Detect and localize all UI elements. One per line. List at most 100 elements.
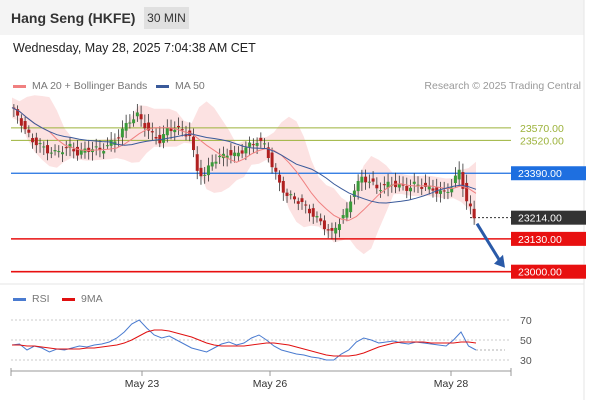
bollinger-bands (12, 95, 476, 255)
rsi-panel: 70 50 30 (11, 315, 532, 367)
candle-body (397, 183, 401, 188)
candle-body (38, 143, 42, 145)
candle-body (270, 152, 274, 168)
candle-body (105, 145, 109, 147)
legend-ma20: MA 20 + Bollinger Bands (13, 80, 147, 92)
candle-body (225, 155, 229, 158)
level-label-23570-00: 23570.00 (520, 123, 564, 135)
candle-body (251, 144, 255, 146)
time-tick-label: May 28 (434, 378, 469, 390)
candle-body (94, 146, 98, 148)
forecast-arrow (475, 222, 505, 268)
rsi-swatch (13, 297, 26, 301)
candle-body (177, 125, 181, 128)
candle-body (266, 147, 270, 159)
level-tag-23130-00 (511, 231, 586, 246)
candle-body (240, 150, 244, 154)
candle-body (360, 176, 364, 183)
candle-body (311, 208, 315, 217)
candle-body (72, 149, 76, 152)
legend-rsi-ma-label: 9MA (81, 293, 103, 305)
candle-body (117, 137, 121, 139)
forecast-arrow-head (494, 254, 505, 268)
candle-body (53, 150, 57, 152)
candle-body (162, 134, 166, 143)
candle-body (263, 143, 267, 145)
candle-body (386, 181, 390, 188)
candle-body (472, 208, 476, 219)
candle-body (27, 129, 31, 133)
candle-body (135, 112, 139, 117)
candle-body (229, 150, 233, 156)
candle-body (158, 134, 162, 144)
candle-body (349, 201, 353, 213)
ma50-line (11, 107, 477, 204)
candle-body (382, 184, 386, 186)
copyright-text: Research © 2025 Trading Central (424, 80, 581, 92)
candle-body (102, 151, 106, 154)
legend-rsi: RSI (13, 293, 50, 305)
candle-body (371, 178, 375, 182)
candle-body (218, 155, 222, 158)
legend-rsi-ma: 9MA (62, 293, 103, 305)
candle-body (293, 196, 297, 200)
time-tick-label: May 26 (253, 378, 288, 390)
candle-body (203, 174, 207, 176)
candle-body (457, 169, 461, 180)
candle-body (150, 131, 154, 133)
candle-body (195, 154, 199, 171)
level-label-23130-00: 23130.00 (518, 234, 562, 246)
candle-body (341, 215, 345, 219)
legend-ma20-label: MA 20 + Bollinger Bands (32, 80, 148, 92)
candle-body (356, 180, 360, 192)
candle-body (420, 187, 424, 189)
candle-body (255, 143, 259, 146)
candle-body (468, 203, 472, 207)
candle-body (281, 180, 285, 193)
candle-body (401, 184, 405, 186)
candle-body (307, 208, 311, 214)
candle-body (233, 152, 237, 157)
candle-body (34, 137, 38, 146)
candle-body (322, 220, 326, 230)
rsi-tick-70: 70 (520, 315, 532, 327)
candle-body (412, 181, 416, 184)
candle-body (450, 187, 454, 193)
level-label-23520-00: 23520.00 (520, 135, 564, 147)
candle-body (61, 152, 65, 155)
candle-body (180, 129, 184, 131)
forecast-arrow-shaft (475, 222, 503, 264)
candle-body (236, 152, 240, 157)
candle-body (337, 224, 341, 231)
candle-body (87, 147, 91, 152)
level-tag-23390-00 (511, 166, 586, 181)
candle-body (79, 149, 83, 155)
rsi-tick-30: 30 (520, 355, 532, 367)
report-datetime: Wednesday, May 28, 2025 7:04:38 AM CET (13, 41, 256, 55)
candle-body (98, 147, 102, 151)
rsi-ma-line (12, 329, 477, 357)
candle-body (244, 147, 248, 154)
candle-body (165, 127, 169, 136)
candle-body (154, 137, 158, 139)
candle-body (438, 190, 442, 194)
rsi-ma-swatch (62, 297, 75, 301)
time-tick-label: May 23 (125, 378, 160, 390)
legend-ma50: MA 50 (156, 80, 205, 92)
chart-header: Hang Seng (HKFE) 30 MIN (0, 0, 584, 35)
candle-body (64, 147, 68, 149)
time-ticks: May 23 May 26 May 28 (10, 368, 512, 390)
candle-body (330, 228, 334, 231)
candle-body (315, 216, 319, 218)
candle-body (214, 161, 218, 164)
candle-body (367, 181, 371, 183)
candle-body (431, 188, 435, 191)
candle-body (173, 129, 177, 133)
ma20-swatch (13, 84, 26, 88)
timeframe-button[interactable]: 30 MIN (144, 7, 189, 29)
candle-body (248, 142, 252, 147)
candle-body (345, 208, 349, 218)
ma20-line (11, 107, 477, 221)
